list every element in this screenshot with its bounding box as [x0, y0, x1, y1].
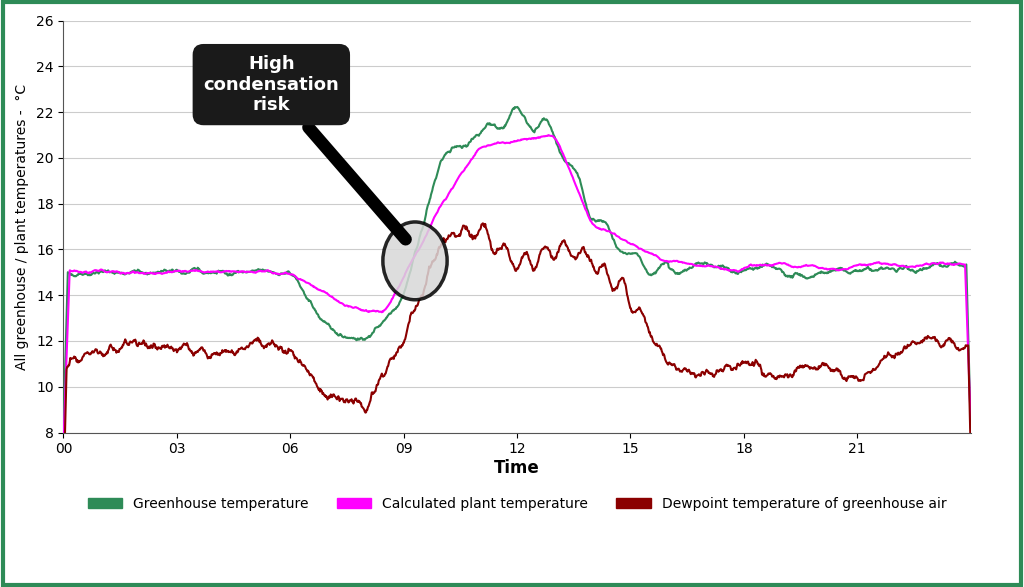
- X-axis label: Time: Time: [495, 459, 540, 477]
- Text: High
condensation
risk: High condensation risk: [204, 55, 406, 239]
- Ellipse shape: [383, 222, 447, 300]
- Y-axis label: All greenhouse / plant temperatures -  °C: All greenhouse / plant temperatures - °C: [15, 83, 29, 370]
- Legend: Greenhouse temperature, Calculated plant temperature, Dewpoint temperature of gr: Greenhouse temperature, Calculated plant…: [82, 491, 952, 516]
